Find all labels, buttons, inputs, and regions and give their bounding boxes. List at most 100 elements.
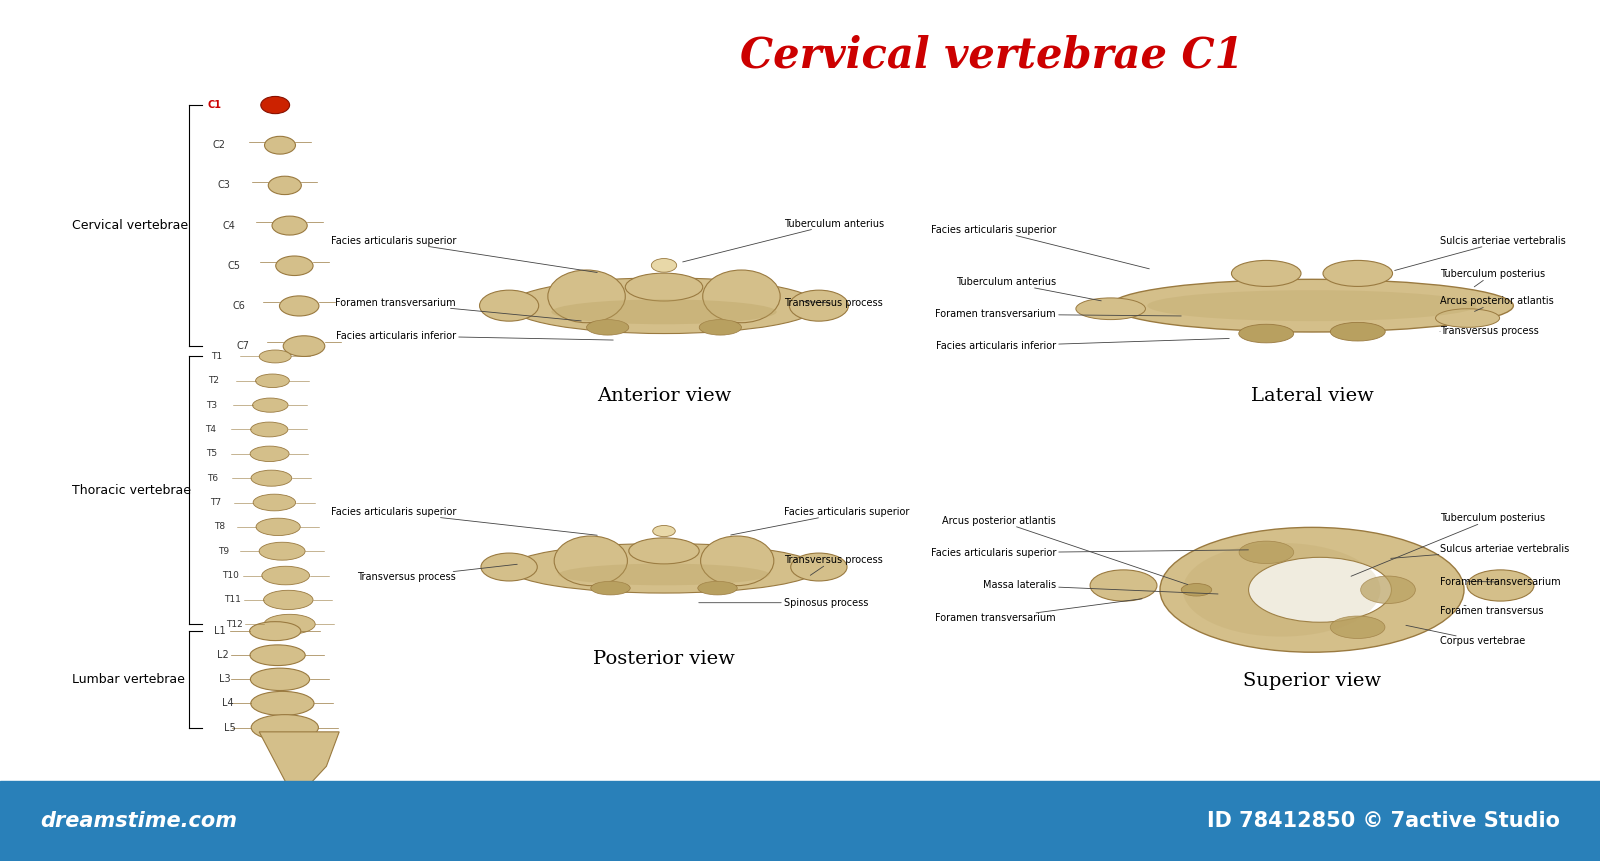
Text: Cervical vertebrae: Cervical vertebrae	[72, 219, 189, 232]
Text: Tuberculum posterius: Tuberculum posterius	[1440, 269, 1546, 287]
Ellipse shape	[626, 273, 702, 301]
Text: Foramen transversarium: Foramen transversarium	[936, 309, 1181, 319]
Text: C1: C1	[208, 100, 222, 110]
Text: Anterior view: Anterior view	[597, 387, 731, 406]
Text: Facies articularis superior: Facies articularis superior	[731, 507, 909, 535]
Text: Transversus process: Transversus process	[1440, 326, 1539, 337]
Ellipse shape	[250, 446, 290, 461]
Text: Posterior view: Posterior view	[594, 650, 734, 668]
Text: ID 78412850 © 7active Studio: ID 78412850 © 7active Studio	[1206, 811, 1560, 831]
Ellipse shape	[283, 336, 325, 356]
Ellipse shape	[1181, 584, 1211, 596]
Text: Arcus posterior atlantis: Arcus posterior atlantis	[942, 516, 1187, 585]
Ellipse shape	[1075, 298, 1146, 319]
Ellipse shape	[1182, 543, 1381, 636]
Text: Lumbar vertebrae: Lumbar vertebrae	[72, 672, 186, 686]
Ellipse shape	[1110, 279, 1514, 332]
Ellipse shape	[482, 553, 538, 581]
Ellipse shape	[1147, 290, 1477, 321]
Text: Sulcis arteriae vertebralis: Sulcis arteriae vertebralis	[1395, 236, 1566, 270]
Text: C5: C5	[227, 261, 240, 270]
Ellipse shape	[558, 564, 770, 585]
Text: Transversus process: Transversus process	[357, 564, 517, 582]
Ellipse shape	[1090, 570, 1157, 601]
Text: C2: C2	[213, 140, 226, 150]
Ellipse shape	[250, 622, 301, 641]
Ellipse shape	[1160, 527, 1464, 653]
Text: Foramen transversarium: Foramen transversarium	[1440, 577, 1560, 587]
Ellipse shape	[1435, 309, 1499, 327]
Text: Superior view: Superior view	[1243, 672, 1381, 690]
Ellipse shape	[698, 581, 738, 595]
Ellipse shape	[509, 278, 819, 333]
Text: Foramen transversarium: Foramen transversarium	[336, 298, 581, 321]
Ellipse shape	[480, 290, 539, 321]
Ellipse shape	[262, 567, 309, 585]
Ellipse shape	[1467, 570, 1534, 601]
Ellipse shape	[250, 645, 306, 666]
Ellipse shape	[261, 96, 290, 114]
Ellipse shape	[1360, 576, 1416, 604]
Ellipse shape	[1232, 260, 1301, 287]
Ellipse shape	[253, 494, 296, 511]
Ellipse shape	[699, 319, 741, 335]
Text: L5: L5	[224, 722, 235, 733]
Ellipse shape	[251, 422, 288, 437]
Ellipse shape	[1330, 616, 1386, 639]
Text: C4: C4	[222, 220, 235, 231]
Ellipse shape	[509, 543, 819, 593]
Ellipse shape	[250, 668, 310, 691]
Text: Cervical vertebrae C1: Cervical vertebrae C1	[741, 34, 1243, 77]
Text: C7: C7	[237, 341, 250, 351]
Ellipse shape	[1238, 325, 1294, 343]
Ellipse shape	[251, 715, 318, 740]
Text: Tuberculum anterius: Tuberculum anterius	[955, 277, 1101, 300]
Text: T12: T12	[226, 620, 242, 629]
Text: Transversus process: Transversus process	[784, 554, 883, 575]
Text: L3: L3	[219, 674, 230, 684]
Text: Facies articularis superior: Facies articularis superior	[931, 225, 1149, 269]
Ellipse shape	[552, 300, 776, 325]
Ellipse shape	[554, 536, 627, 585]
Text: L4: L4	[221, 698, 234, 709]
Text: C3: C3	[218, 181, 230, 190]
Text: T11: T11	[224, 596, 242, 604]
Ellipse shape	[264, 615, 315, 634]
Text: T5: T5	[206, 449, 216, 458]
Text: T4: T4	[205, 425, 216, 434]
Text: Spinosus process: Spinosus process	[699, 598, 869, 608]
Text: T1: T1	[211, 352, 222, 361]
Ellipse shape	[547, 270, 626, 323]
Ellipse shape	[259, 350, 291, 363]
Ellipse shape	[651, 258, 677, 272]
Text: Thoracic vertebrae: Thoracic vertebrae	[72, 484, 190, 497]
Ellipse shape	[253, 398, 288, 412]
Ellipse shape	[653, 525, 675, 536]
Ellipse shape	[590, 581, 630, 595]
Ellipse shape	[272, 216, 307, 235]
Ellipse shape	[702, 270, 781, 323]
Text: Tuberculum anterius: Tuberculum anterius	[683, 219, 885, 262]
Text: Corpus vertebrae: Corpus vertebrae	[1406, 625, 1525, 647]
Text: Sulcus arteriae vertebralis: Sulcus arteriae vertebralis	[1390, 544, 1570, 558]
Text: Facies articularis superior: Facies articularis superior	[331, 507, 597, 536]
Text: Transversus process: Transversus process	[784, 298, 883, 308]
Ellipse shape	[251, 691, 314, 715]
Ellipse shape	[1330, 322, 1386, 341]
Text: Arcus posterior atlantis: Arcus posterior atlantis	[1440, 296, 1554, 312]
Text: Facies articularis superior: Facies articularis superior	[331, 236, 597, 273]
Text: T8: T8	[214, 523, 226, 531]
Ellipse shape	[1238, 541, 1294, 564]
Ellipse shape	[789, 290, 848, 321]
Text: L2: L2	[218, 650, 229, 660]
Ellipse shape	[790, 553, 846, 581]
Text: T6: T6	[208, 474, 219, 483]
Ellipse shape	[264, 591, 314, 610]
Ellipse shape	[587, 319, 629, 335]
Ellipse shape	[280, 296, 318, 316]
Text: Foramen transversus: Foramen transversus	[1440, 605, 1544, 616]
Text: T2: T2	[208, 376, 219, 385]
Text: Lateral view: Lateral view	[1251, 387, 1373, 406]
Text: Facies articularis superior: Facies articularis superior	[931, 548, 1248, 558]
Text: Tuberculum posterius: Tuberculum posterius	[1350, 513, 1546, 576]
